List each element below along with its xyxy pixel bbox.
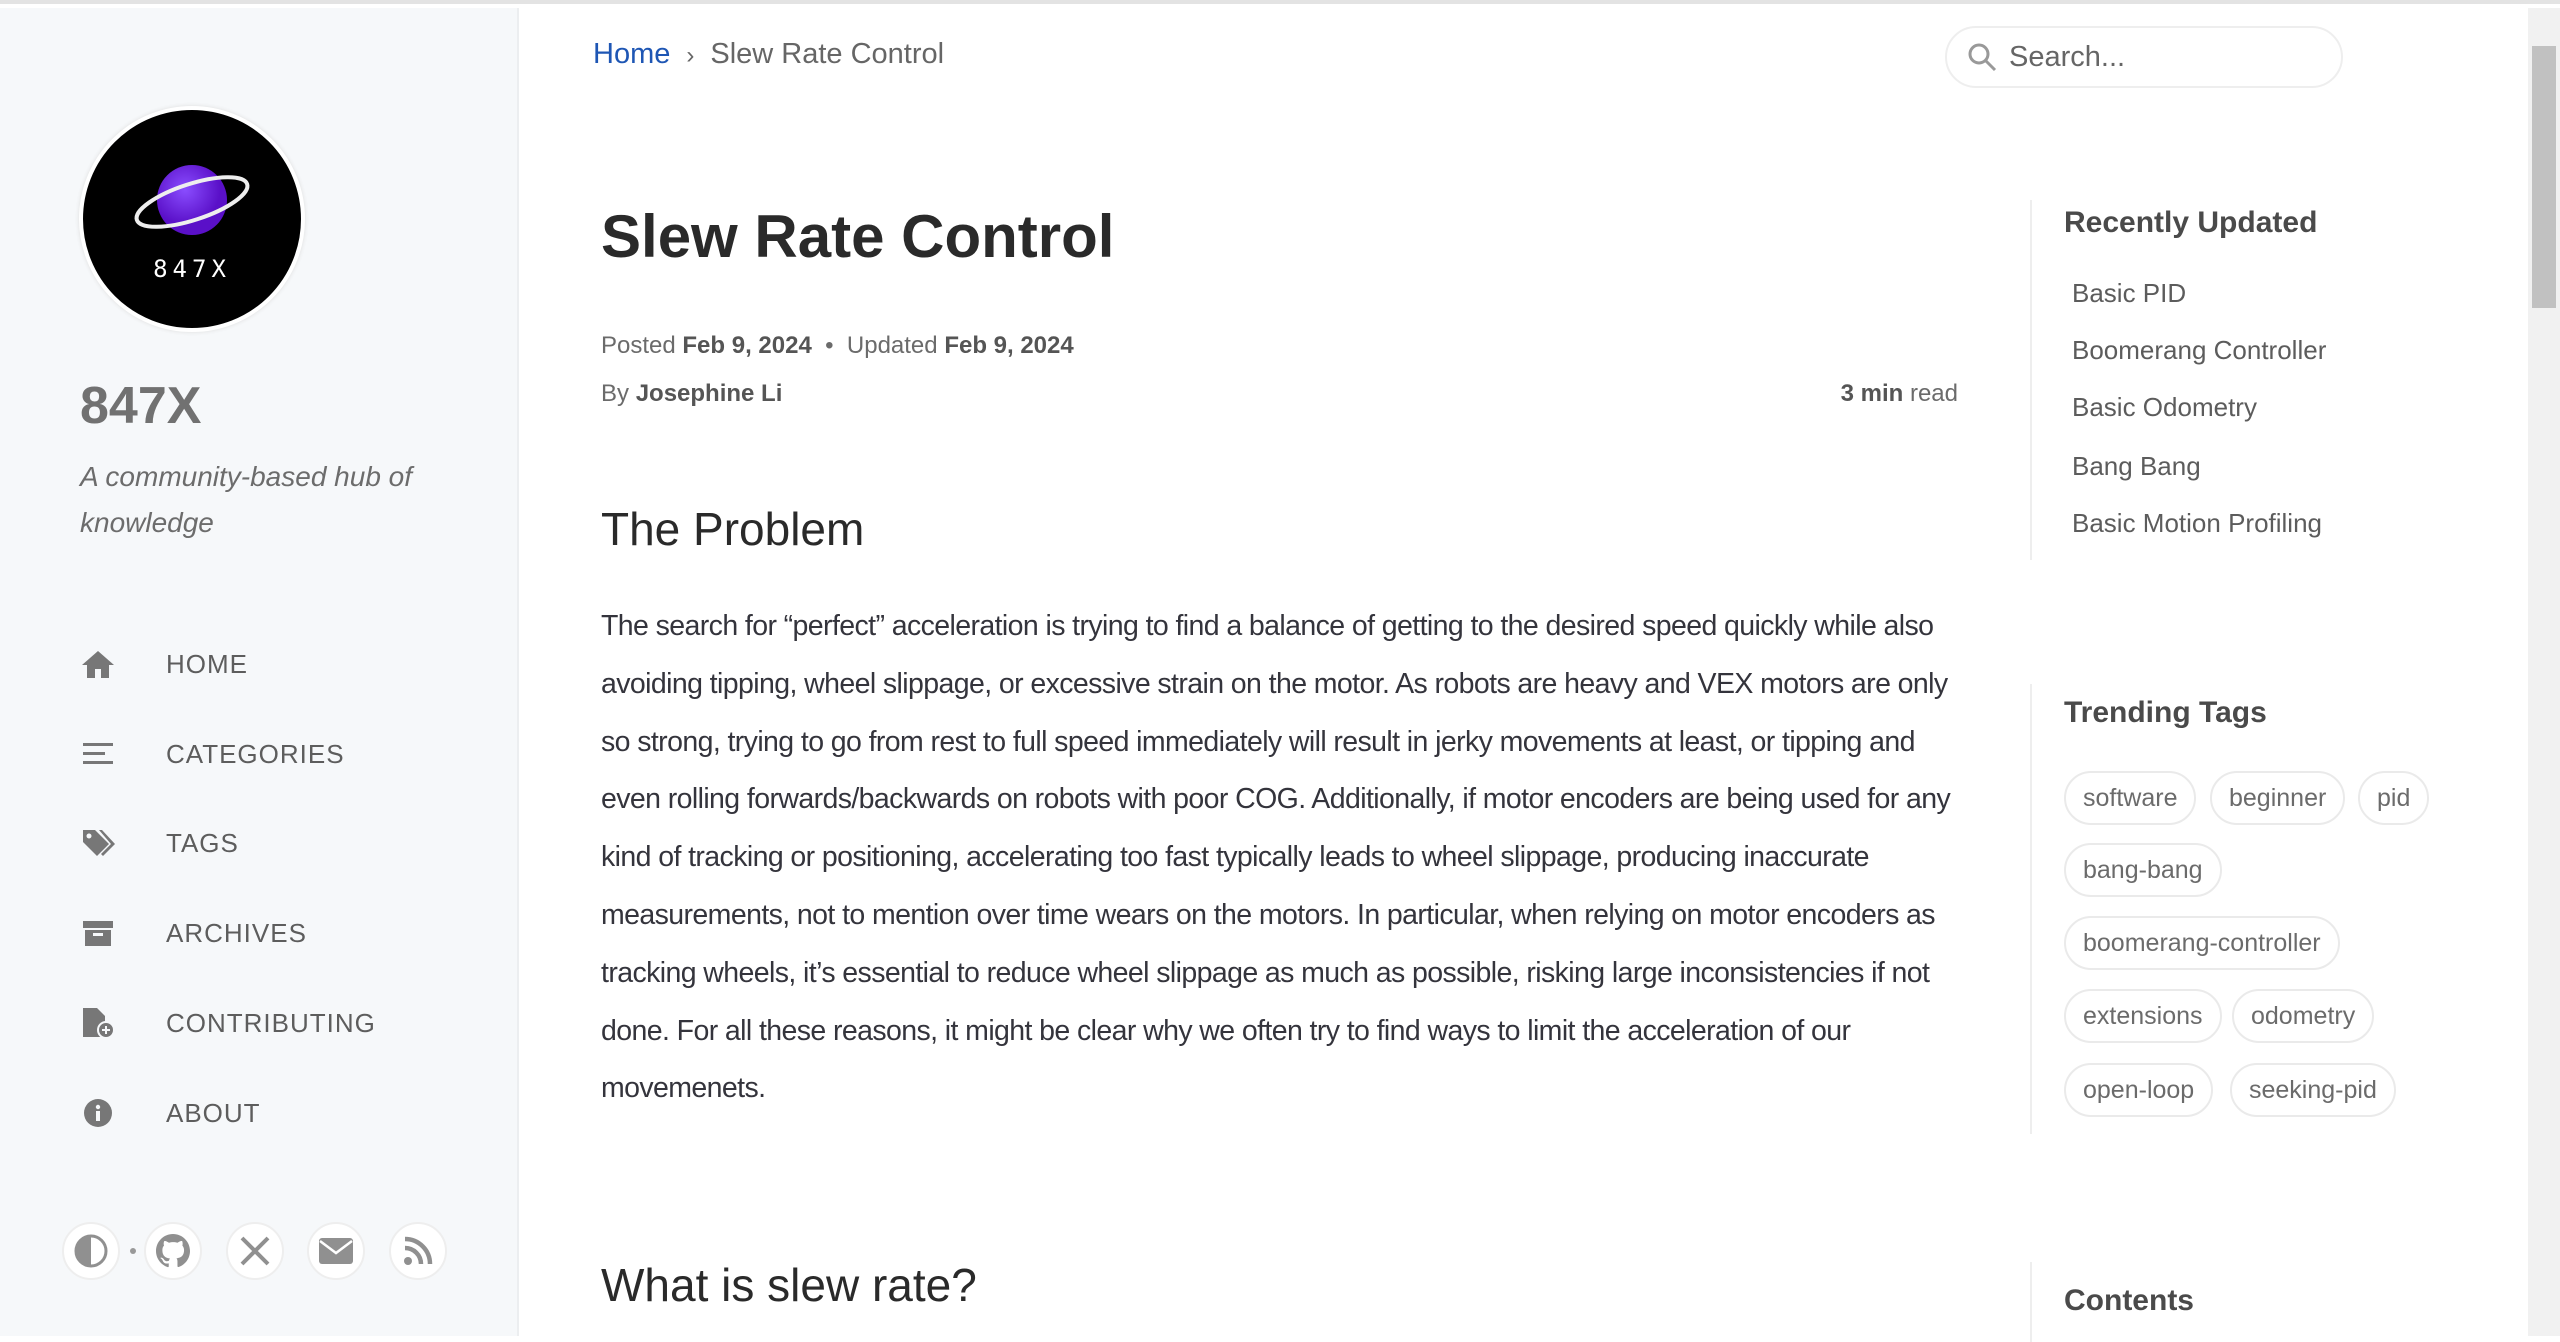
read-label: read bbox=[1909, 380, 1958, 407]
nav-contributing[interactable]: CONTRIBUTING bbox=[80, 998, 376, 1048]
recently-updated-panel: Recently Updated bbox=[2030, 200, 2317, 560]
nav-label: ABOUT bbox=[166, 1097, 261, 1128]
file-plus-icon bbox=[80, 1005, 116, 1041]
heading-what-is-slew-rate: What is slew rate? bbox=[601, 1259, 977, 1311]
search-placeholder: Search... bbox=[2009, 40, 2126, 73]
nav-home[interactable]: HOME bbox=[80, 639, 248, 689]
breadcrumb-current: Slew Rate Control bbox=[710, 38, 945, 70]
site-logo[interactable]: 847X bbox=[79, 106, 305, 332]
search-input[interactable]: Search... bbox=[1945, 26, 2343, 88]
post-dates: Posted Feb 9, 2024 • Updated Feb 9, 2024 bbox=[601, 332, 1074, 359]
nav-label: HOME bbox=[166, 648, 248, 679]
recent-item[interactable]: Basic Motion Profiling bbox=[2072, 508, 2322, 538]
recent-item[interactable]: Basic Odometry bbox=[2072, 392, 2257, 422]
nav-archives[interactable]: ARCHIVES bbox=[80, 908, 307, 958]
rss-link[interactable] bbox=[389, 1222, 447, 1280]
github-icon bbox=[156, 1234, 190, 1268]
scrollbar[interactable] bbox=[2528, 8, 2560, 1336]
recent-item[interactable]: Boomerang Controller bbox=[2072, 335, 2327, 365]
tag[interactable]: extensions bbox=[2064, 989, 2222, 1043]
tag[interactable]: seeking-pid bbox=[2230, 1063, 2396, 1117]
tag[interactable]: boomerang-controller bbox=[2064, 916, 2340, 970]
github-link[interactable] bbox=[144, 1222, 202, 1280]
tags-icon bbox=[80, 825, 116, 861]
stream-icon bbox=[80, 736, 116, 772]
email-link[interactable] bbox=[307, 1222, 365, 1280]
breadcrumb-home[interactable]: Home bbox=[593, 38, 671, 70]
tag[interactable]: open-loop bbox=[2064, 1063, 2214, 1117]
page-title: Slew Rate Control bbox=[601, 203, 1115, 270]
contents-title: Contents bbox=[2064, 1284, 2194, 1317]
theme-toggle-icon bbox=[74, 1234, 108, 1268]
sidebar: 847X 847X A community-based hub of knowl… bbox=[0, 8, 519, 1336]
panel-divider bbox=[2030, 684, 2032, 1134]
home-icon bbox=[80, 646, 116, 682]
search-icon bbox=[1968, 43, 1997, 72]
nav-label: CONTRIBUTING bbox=[166, 1007, 376, 1038]
nav-label: CATEGORIES bbox=[166, 738, 345, 769]
nav-tags[interactable]: TAGS bbox=[80, 818, 239, 868]
panel-divider bbox=[2030, 1262, 2032, 1342]
rss-icon bbox=[404, 1236, 433, 1265]
recent-item[interactable]: Basic PID bbox=[2072, 278, 2187, 308]
info-icon bbox=[80, 1095, 116, 1131]
email-icon bbox=[319, 1238, 353, 1264]
tag[interactable]: pid bbox=[2358, 771, 2430, 825]
nav-about[interactable]: ABOUT bbox=[80, 1088, 261, 1138]
posted-label: Posted bbox=[601, 332, 676, 359]
post-byline: By Josephine Li 3 min read bbox=[601, 380, 1958, 408]
x-icon bbox=[240, 1236, 270, 1266]
tag[interactable]: beginner bbox=[2210, 771, 2346, 825]
updated-label: Updated bbox=[846, 332, 938, 359]
read-time: 3 min bbox=[1840, 380, 1904, 407]
breadcrumb-separator: › bbox=[686, 42, 695, 69]
paragraph: The search for “perfect” acceleration is… bbox=[601, 610, 1951, 1105]
site-title[interactable]: 847X bbox=[80, 377, 202, 435]
tag[interactable]: bang-bang bbox=[2064, 843, 2222, 897]
site-subtitle: A community-based hub of knowledge bbox=[80, 461, 413, 538]
heading-the-problem: The Problem bbox=[601, 503, 865, 555]
author[interactable]: Josephine Li bbox=[635, 380, 783, 407]
tag[interactable]: software bbox=[2064, 771, 2197, 825]
updated-date: Feb 9, 2024 bbox=[944, 332, 1074, 359]
archive-icon bbox=[80, 915, 116, 951]
nav-label: TAGS bbox=[166, 827, 239, 858]
breadcrumb: Home › Slew Rate Control bbox=[593, 38, 944, 71]
posted-date: Feb 9, 2024 bbox=[682, 332, 812, 359]
svg-text:847X: 847X bbox=[153, 255, 231, 283]
nav-label: ARCHIVES bbox=[166, 917, 307, 948]
scrollbar-thumb[interactable] bbox=[2532, 46, 2556, 308]
recent-item[interactable]: Bang Bang bbox=[2072, 451, 2201, 481]
nav-categories[interactable]: CATEGORIES bbox=[80, 729, 345, 779]
theme-toggle-button[interactable] bbox=[62, 1222, 120, 1280]
recently-updated-title: Recently Updated bbox=[2064, 206, 2318, 239]
separator-dot bbox=[130, 1248, 136, 1254]
trending-tags-title: Trending Tags bbox=[2064, 696, 2267, 729]
tag[interactable]: odometry bbox=[2232, 989, 2375, 1043]
by-label: By bbox=[601, 380, 630, 407]
x-link[interactable] bbox=[226, 1222, 284, 1280]
